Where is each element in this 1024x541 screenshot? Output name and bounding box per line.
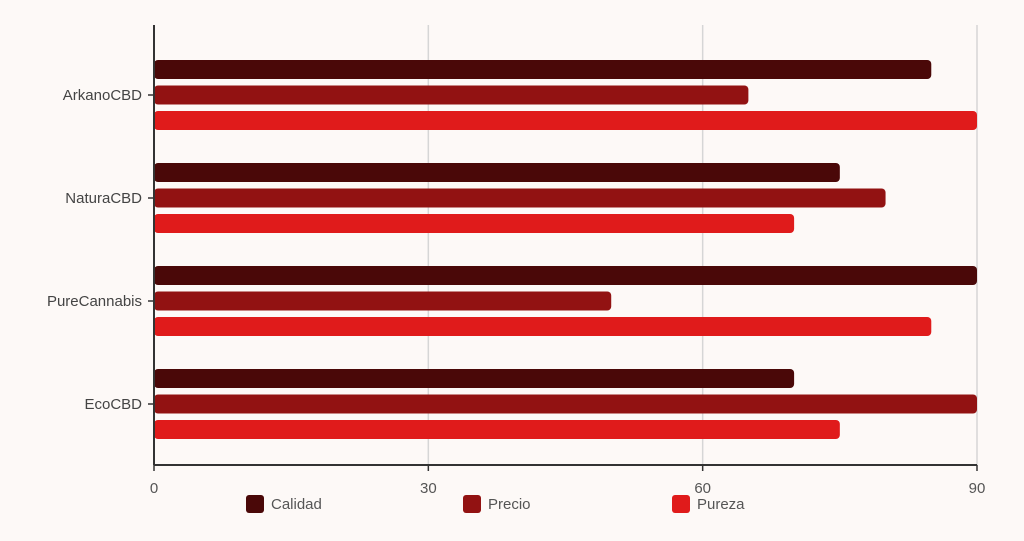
- y-tick-label: NaturaCBD: [65, 190, 142, 207]
- bar-calidad-naturacbd: [154, 163, 840, 182]
- bar-calidad-ecocbd: [154, 369, 795, 388]
- legend-item-precio[interactable]: Precio: [463, 495, 531, 513]
- bar-pureza-naturacbd: [154, 214, 795, 233]
- bar-pureza-arkanocbd: [154, 111, 977, 130]
- y-tick-label: EcoCBD: [84, 396, 142, 413]
- x-tick-label: 60: [694, 480, 711, 497]
- legend-swatch: [463, 495, 481, 513]
- legend-swatch: [246, 495, 264, 513]
- x-tick-label: 0: [150, 480, 158, 497]
- y-tick-label: ArkanoCBD: [63, 87, 142, 104]
- legend-label: Pureza: [697, 496, 745, 513]
- bar-pureza-ecocbd: [154, 420, 840, 439]
- bars: [154, 60, 977, 439]
- legend-label: Calidad: [271, 496, 322, 513]
- legend: Calidad Precio Pureza: [246, 495, 745, 513]
- legend-swatch: [672, 495, 690, 513]
- legend-item-calidad[interactable]: Calidad: [246, 495, 322, 513]
- x-tick-label: 30: [420, 480, 437, 497]
- legend-item-pureza[interactable]: Pureza: [672, 495, 745, 513]
- axes: ArkanoCBD NaturaCBD PureCannabis EcoCBD 0 30 6…: [47, 25, 985, 497]
- bar-precio-naturacbd: [154, 188, 886, 208]
- y-tick-label: PureCannabis: [47, 293, 142, 310]
- bar-precio-purecannabis: [154, 291, 612, 311]
- legend-label: Precio: [488, 496, 531, 513]
- bar-precio-ecocbd: [154, 394, 977, 414]
- bar-calidad-arkanocbd: [154, 60, 932, 79]
- bar-calidad-purecannabis: [154, 266, 977, 285]
- bar-precio-arkanocbd: [154, 85, 749, 105]
- bar-pureza-purecannabis: [154, 317, 932, 336]
- x-tick-label: 90: [969, 480, 986, 497]
